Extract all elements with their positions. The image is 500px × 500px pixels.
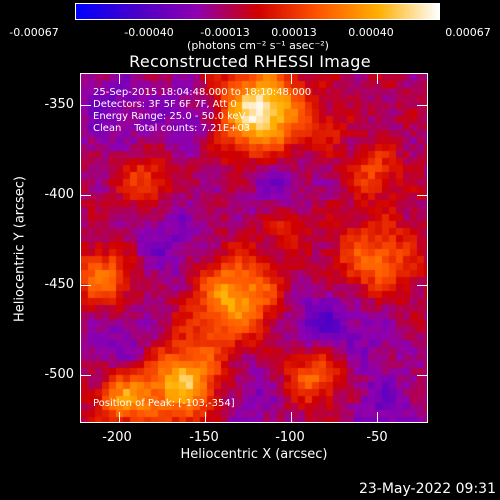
x-tick-mark xyxy=(119,74,120,84)
x-tick-label: -150 xyxy=(189,430,219,445)
colorbar-tick-label: 0.00067 xyxy=(445,26,491,39)
y-tick-mark xyxy=(81,375,91,376)
x-tick-label: -100 xyxy=(275,430,305,445)
method-annotation: Clean Total counts: 7.21E+03 xyxy=(93,123,251,134)
colorbar xyxy=(75,3,440,20)
rhessi-image xyxy=(81,74,427,422)
x-tick-mark xyxy=(205,74,206,84)
peak-position-annotation: Position of Peak: [-103,-354] xyxy=(93,398,235,409)
y-tick-mark xyxy=(81,105,91,106)
time-range-annotation: 25-Sep-2015 18:04:48.000 to 18:10:48.000 xyxy=(93,87,312,98)
colorbar-units: (photons cm⁻² s⁻¹ asec⁻²) xyxy=(187,39,329,52)
x-tick-label: -50 xyxy=(366,430,388,445)
detectors-annotation: Detectors: 3F 5F 6F 7F, Att 0 xyxy=(93,99,237,110)
y-tick-label: -500 xyxy=(44,367,74,382)
y-tick-label: -450 xyxy=(44,277,74,292)
y-axis-label: Heliocentric Y (arcsec) xyxy=(12,176,28,322)
y-tick-mark xyxy=(81,195,91,196)
y-tick-mark xyxy=(417,375,427,376)
colorbar-tick-label: 0.00040 xyxy=(348,26,394,39)
colorbar-tick-label: -0.00067 xyxy=(9,26,59,39)
energy-range-annotation: Energy Range: 25.0 - 50.0 keV xyxy=(93,111,246,122)
y-tick-label: -400 xyxy=(44,187,74,202)
y-tick-mark xyxy=(81,285,91,286)
y-tick-mark xyxy=(417,285,427,286)
y-tick-mark xyxy=(417,105,427,106)
plot-title: Reconstructed RHESSI Image xyxy=(129,52,371,71)
x-tick-mark xyxy=(119,412,120,422)
x-tick-mark xyxy=(291,74,292,84)
colorbar-tick-label: 0.00013 xyxy=(271,26,317,39)
timestamp: 23-May-2022 09:31 xyxy=(358,481,496,497)
y-tick-mark xyxy=(417,195,427,196)
image-plot: 25-Sep-2015 18:04:48.000 to 18:10:48.000… xyxy=(80,73,428,423)
x-tick-mark xyxy=(205,412,206,422)
x-tick-mark xyxy=(377,74,378,84)
y-tick-label: -350 xyxy=(44,97,74,112)
x-axis-label: Heliocentric X (arcsec) xyxy=(180,447,328,462)
x-tick-label: -200 xyxy=(102,430,132,445)
colorbar-tick-label: -0.00040 xyxy=(124,26,174,39)
x-tick-mark xyxy=(291,412,292,422)
colorbar-tick-label: -0.00013 xyxy=(200,26,250,39)
x-tick-mark xyxy=(377,412,378,422)
